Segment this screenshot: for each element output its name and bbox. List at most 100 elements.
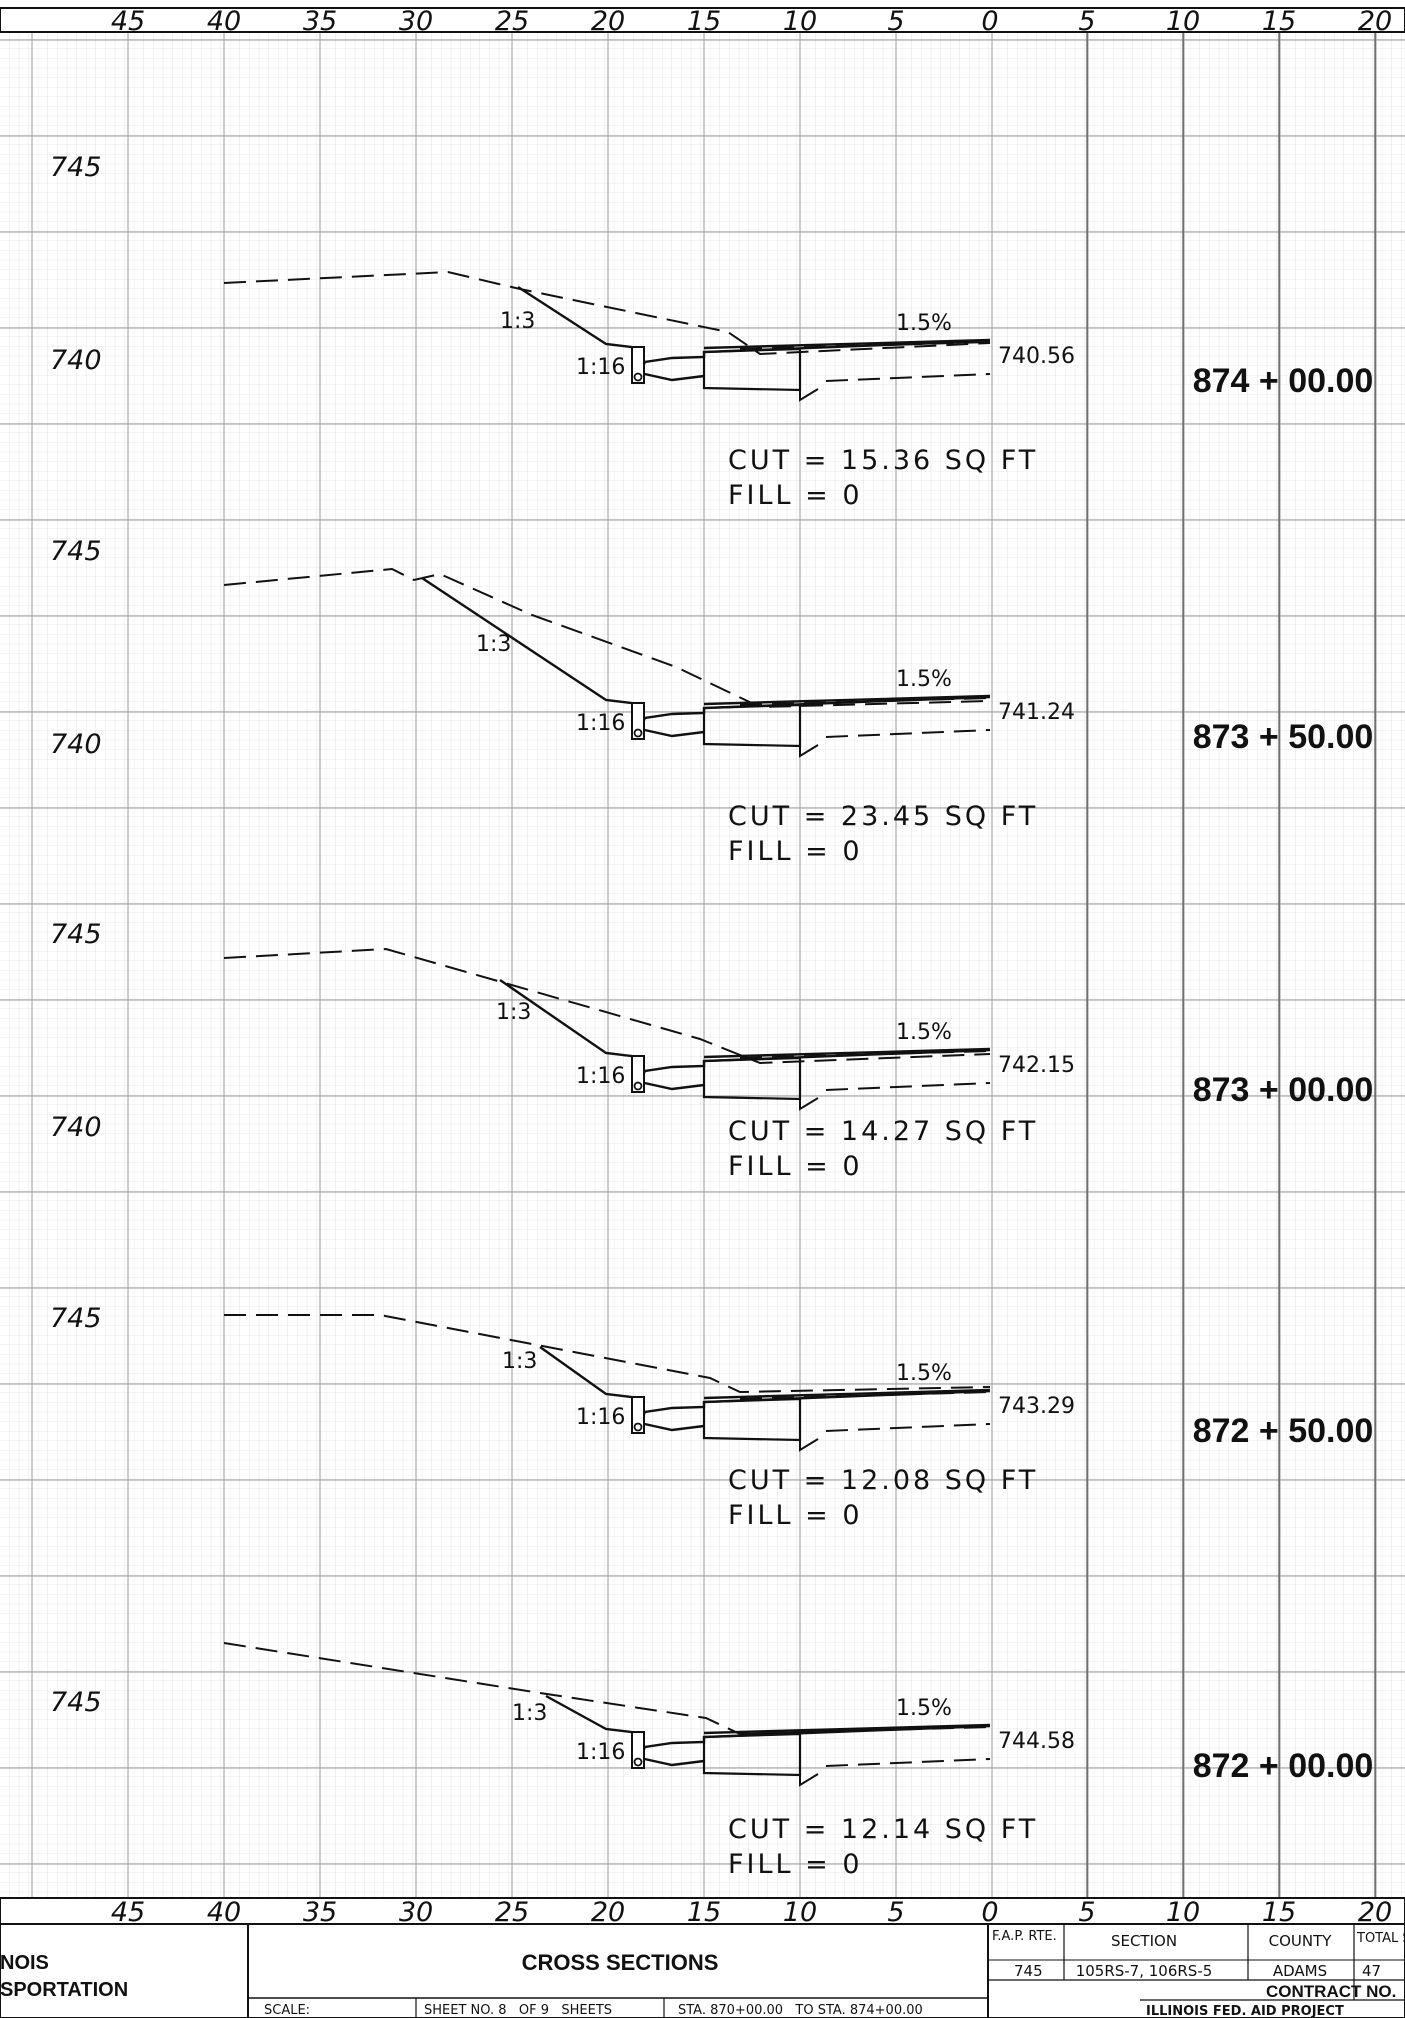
bottom-scale-label: 15	[687, 1897, 721, 1928]
fill-quantity: FILL = 0	[728, 1500, 863, 1531]
section-value: 105RS-7, 106RS-5	[1076, 1962, 1213, 1980]
profile-grade-elevation: 742.15	[998, 1053, 1075, 1078]
top-scale-label: 25	[495, 6, 529, 37]
subgrade-line	[825, 729, 991, 738]
grid-background	[0, 30, 1405, 1900]
top-scale-label: 35	[303, 6, 337, 37]
station-label: 872 + 50.00	[1193, 1412, 1374, 1450]
agency-name-line1: NOIS	[0, 1952, 49, 1974]
station-range: STA. 870+00.00 TO STA. 874+00.00	[678, 2003, 923, 2018]
cut-quantity: CUT = 23.45 SQ FT	[728, 801, 1038, 832]
cut-quantity: CUT = 12.08 SQ FT	[728, 1465, 1038, 1496]
existing-ground-line	[223, 947, 991, 1065]
fill-quantity: FILL = 0	[728, 480, 863, 511]
top-scale-label: 45	[111, 6, 145, 37]
bottom-scale-label: 45	[111, 1897, 145, 1928]
top-scale-label: 15	[687, 6, 721, 37]
cross-section: 1:3 1:16 1.5% 744.58 CUT = 12.14 SQ FT FILL =…	[223, 1642, 1075, 1880]
cut-quantity: CUT = 14.27 SQ FT	[728, 1116, 1038, 1147]
fap-rte-label: F.A.P. RTE.	[992, 1929, 1057, 1944]
top-scale-label: 20	[591, 6, 625, 37]
station-label: 873 + 00.00	[1193, 1071, 1374, 1109]
subgrade-line	[739, 697, 991, 706]
agency-name-line2: SPORTATION	[0, 1979, 128, 2001]
title-block: NOIS SPORTATION CROSS SECTIONS SCALE: SH…	[0, 1923, 1405, 2018]
subgrade-line	[739, 1050, 991, 1059]
existing-ground-line	[223, 567, 991, 709]
existing-ground-line	[223, 270, 991, 356]
backslope-label: 1:3	[500, 309, 535, 334]
top-scale-label: 10	[1166, 6, 1200, 37]
section-label: SECTION	[1111, 1932, 1177, 1950]
federal-aid-project-label: ILLINOIS FED. AID PROJECT	[1146, 2004, 1344, 2018]
proposed-grade-line	[639, 1756, 705, 1767]
sheet-number: SHEET NO. 8 OF 9 SHEETS	[424, 2003, 612, 2018]
station-label: 874 + 00.00	[1193, 362, 1374, 400]
subgrade-line	[825, 1082, 991, 1091]
station-label: 872 + 00.00	[1193, 1747, 1374, 1785]
cross-section: 1:3 1:16 1.5% 743.29 CUT = 12.08 SQ FT FILL =…	[224, 1314, 1075, 1531]
profile-grade-elevation: 744.58	[998, 1729, 1075, 1754]
backslope-label: 1:3	[496, 1000, 531, 1025]
subgrade-line	[825, 1423, 991, 1432]
top-scale-label: 0	[981, 6, 998, 37]
elevation-label: 740	[50, 345, 102, 376]
foreslope-label: 1:16	[576, 1405, 625, 1430]
bottom-scale-label: 15	[1262, 1897, 1296, 1928]
bottom-scale-label: 20	[591, 1897, 625, 1928]
bottom-scale-label: 10	[1166, 1897, 1200, 1928]
existing-ground-line	[224, 1314, 991, 1394]
major-grid	[0, 30, 1405, 1898]
underdrain-pipe	[633, 728, 643, 738]
profile-grade-elevation: 741.24	[998, 700, 1075, 725]
fill-quantity: FILL = 0	[728, 836, 863, 867]
fill-quantity: FILL = 0	[728, 1151, 863, 1182]
subgrade-line	[825, 373, 991, 382]
elevation-label: 745	[50, 919, 102, 950]
top-scale-label: 30	[399, 6, 433, 37]
foreslope-label: 1:16	[576, 355, 625, 380]
bottom-scale-label: 10	[783, 1897, 817, 1928]
cross-slope-label: 1.5%	[896, 311, 952, 336]
foreslope-label: 1:16	[576, 1064, 625, 1089]
bottom-scale-label: 5	[887, 1897, 904, 1928]
cut-quantity: CUT = 12.14 SQ FT	[728, 1814, 1038, 1845]
pavement-edge	[799, 352, 819, 402]
pavement-surface	[703, 1723, 991, 1735]
bottom-offset-scale: 45 40 35 30 25 20 15 10 5 0 5 10 15 20	[0, 1897, 1405, 1928]
total-sheets-value: 47	[1362, 1962, 1381, 1980]
top-scale-label: 15	[1262, 6, 1296, 37]
subgrade-line	[739, 341, 991, 350]
top-scale-label: 5	[1078, 6, 1095, 37]
station-label: 873 + 50.00	[1193, 718, 1374, 756]
cut-quantity: CUT = 15.36 SQ FT	[728, 445, 1038, 476]
elevation-label: 745	[50, 1687, 102, 1718]
total-sheets-label: TOTAL SHEETS	[1356, 1931, 1405, 1946]
proposed-grade-line	[639, 727, 705, 738]
elevation-label: 745	[50, 152, 102, 183]
elevation-label: 745	[50, 1303, 102, 1334]
foreslope-label: 1:16	[576, 1740, 625, 1765]
top-offset-scale: 45 40 35 30 25 20 15 10 5 0 5 10 15 20	[0, 6, 1405, 37]
cross-slope-label: 1.5%	[896, 1696, 952, 1721]
underdrain-pipe	[633, 1081, 643, 1091]
backslope-label: 1:3	[512, 1701, 547, 1726]
pavement-surface	[703, 338, 991, 350]
pavement-surface	[703, 694, 991, 706]
bottom-scale-label: 25	[495, 1897, 529, 1928]
foreslope-label: 1:16	[576, 711, 625, 736]
county-label: COUNTY	[1269, 1932, 1333, 1950]
underdrain-pipe	[633, 1757, 643, 1767]
pavement-edge	[799, 1737, 819, 1787]
bottom-scale-label: 40	[207, 1897, 241, 1928]
proposed-grade-line	[639, 1421, 705, 1432]
underdrain-pipe	[633, 1422, 643, 1432]
bottom-scale-label: 30	[399, 1897, 433, 1928]
bottom-scale-label: 35	[303, 1897, 337, 1928]
pavement-edge	[799, 708, 819, 758]
pavement-surface	[703, 1047, 991, 1059]
cross-slope-label: 1.5%	[896, 1020, 952, 1045]
top-scale-label: 5	[887, 6, 904, 37]
bottom-scale-label: 20	[1358, 1897, 1392, 1928]
top-scale-label: 40	[207, 6, 241, 37]
